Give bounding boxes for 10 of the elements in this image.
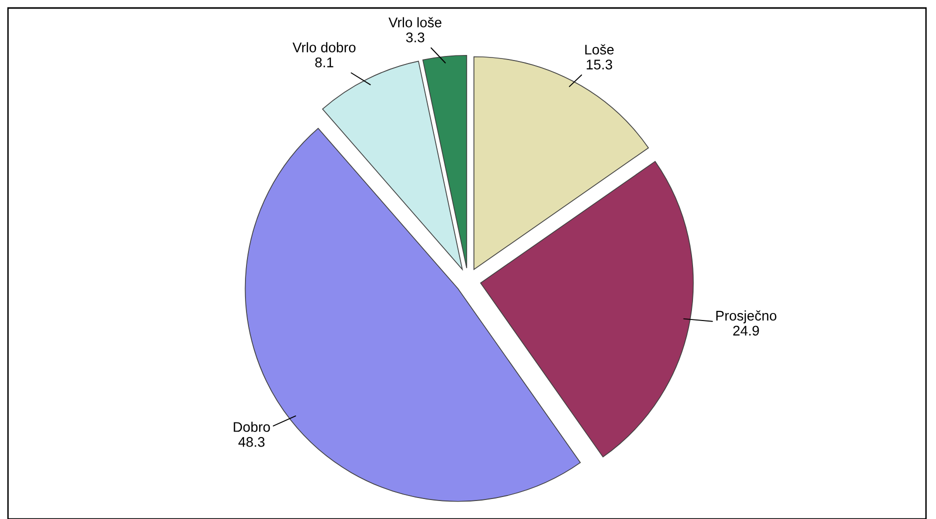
slice-label: Dobro bbox=[234, 422, 270, 432]
data-label: 48.3 bbox=[238, 437, 264, 447]
slice-label: Vrlo dobro bbox=[292, 42, 356, 52]
data-label: 8.1 bbox=[315, 57, 334, 68]
slice-label: Vrlo loše bbox=[388, 17, 442, 28]
data-label: 15.3 bbox=[586, 60, 612, 70]
slice-label: Prosječno bbox=[716, 310, 776, 324]
data-label: 24.9 bbox=[733, 326, 759, 336]
slice-label: Loše bbox=[585, 44, 614, 55]
data-label: 3.3 bbox=[406, 32, 424, 42]
